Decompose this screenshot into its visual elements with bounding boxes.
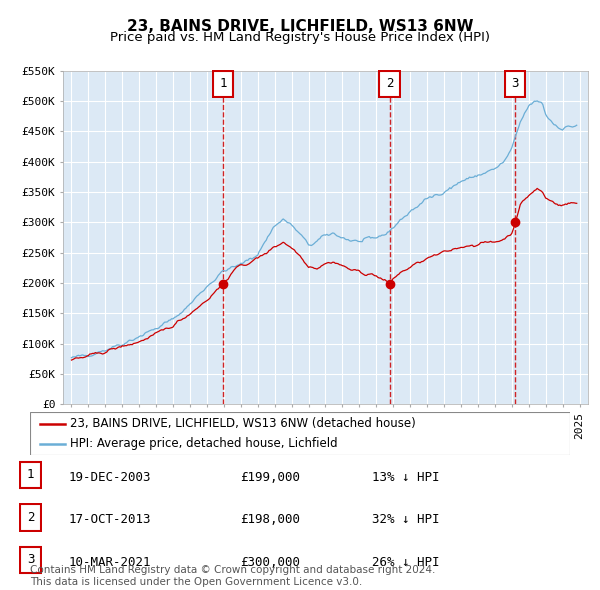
Text: 1: 1 [220, 77, 227, 90]
Text: 2: 2 [386, 77, 394, 90]
Text: 1: 1 [27, 468, 34, 481]
Text: Price paid vs. HM Land Registry's House Price Index (HPI): Price paid vs. HM Land Registry's House … [110, 31, 490, 44]
FancyBboxPatch shape [213, 71, 233, 97]
Text: 19-DEC-2003: 19-DEC-2003 [69, 471, 151, 484]
Text: 3: 3 [27, 553, 34, 566]
Text: 10-MAR-2021: 10-MAR-2021 [69, 556, 151, 569]
Text: 32% ↓ HPI: 32% ↓ HPI [372, 513, 439, 526]
Text: £300,000: £300,000 [240, 556, 300, 569]
Text: HPI: Average price, detached house, Lichfield: HPI: Average price, detached house, Lich… [71, 437, 338, 450]
Text: £198,000: £198,000 [240, 513, 300, 526]
Text: 26% ↓ HPI: 26% ↓ HPI [372, 556, 439, 569]
Text: 23, BAINS DRIVE, LICHFIELD, WS13 6NW (detached house): 23, BAINS DRIVE, LICHFIELD, WS13 6NW (de… [71, 417, 416, 430]
FancyBboxPatch shape [505, 71, 525, 97]
Text: 2: 2 [27, 511, 34, 524]
Text: £199,000: £199,000 [240, 471, 300, 484]
FancyBboxPatch shape [20, 461, 41, 489]
Text: 13% ↓ HPI: 13% ↓ HPI [372, 471, 439, 484]
Text: 3: 3 [511, 77, 519, 90]
Text: 17-OCT-2013: 17-OCT-2013 [69, 513, 151, 526]
FancyBboxPatch shape [20, 504, 41, 531]
FancyBboxPatch shape [30, 412, 570, 455]
Text: Contains HM Land Registry data © Crown copyright and database right 2024.
This d: Contains HM Land Registry data © Crown c… [30, 565, 436, 587]
FancyBboxPatch shape [379, 71, 400, 97]
FancyBboxPatch shape [20, 546, 41, 573]
Text: 23, BAINS DRIVE, LICHFIELD, WS13 6NW: 23, BAINS DRIVE, LICHFIELD, WS13 6NW [127, 19, 473, 34]
